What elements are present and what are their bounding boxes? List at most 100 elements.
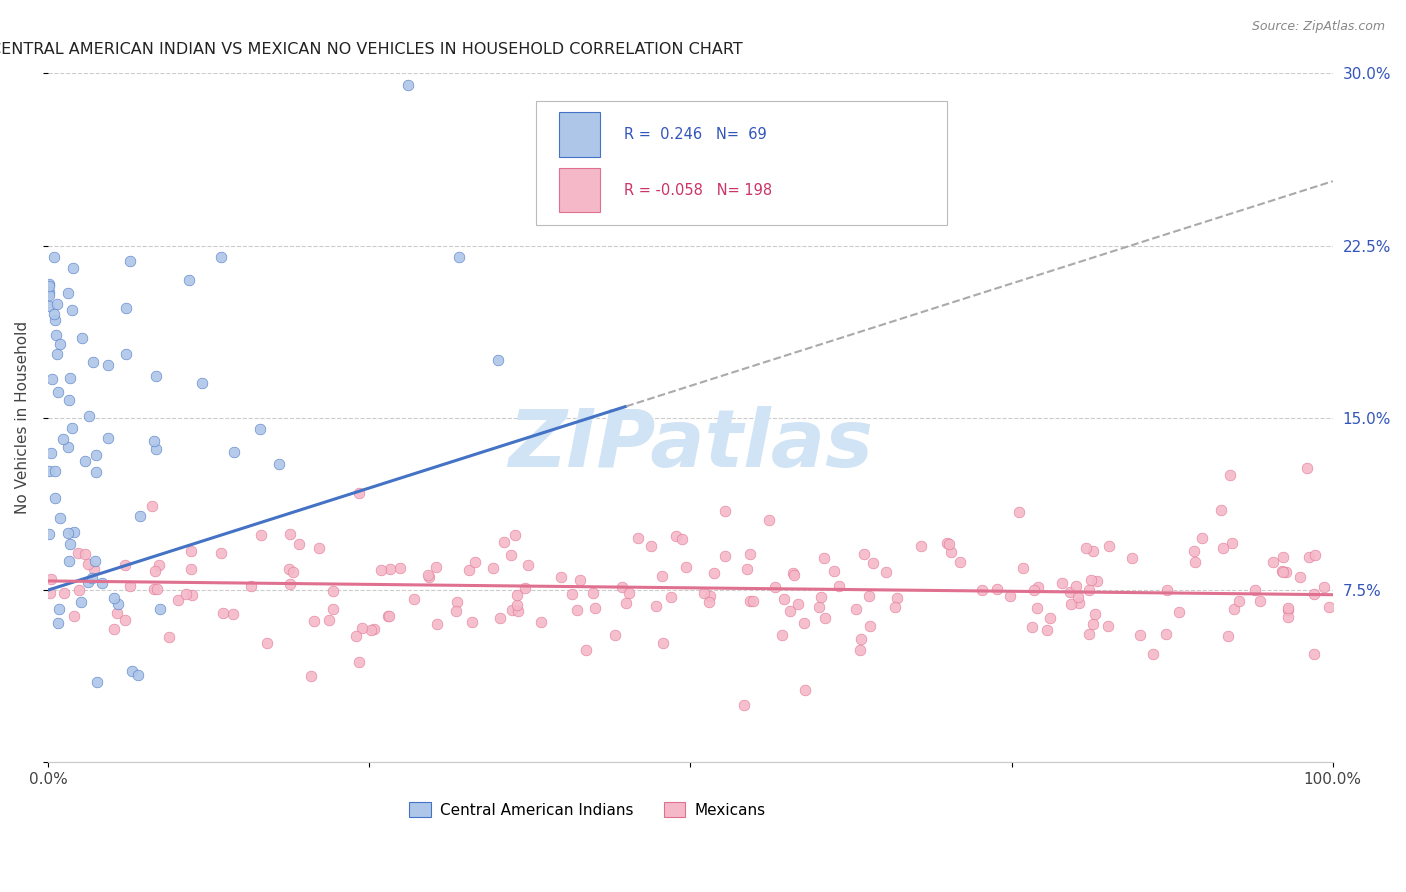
Point	[807, 599, 830, 614]
Point	[1060, 597, 1083, 611]
Point	[1156, 627, 1178, 641]
Point	[39, 586, 62, 600]
Point	[619, 586, 641, 600]
Point	[63, 608, 86, 623]
Point	[457, 562, 479, 576]
Point	[503, 528, 526, 542]
Point	[114, 613, 136, 627]
Point	[86, 465, 108, 479]
Point	[39, 446, 62, 460]
Point	[38, 279, 60, 293]
Point	[1191, 531, 1213, 545]
Point	[1012, 560, 1035, 574]
Point	[1275, 565, 1298, 579]
Point	[1184, 555, 1206, 569]
Point	[322, 601, 344, 615]
Point	[1036, 623, 1059, 637]
Point	[515, 582, 537, 596]
Point	[39, 572, 62, 586]
Point	[41, 372, 63, 386]
Point	[1227, 594, 1250, 608]
Point	[224, 445, 246, 459]
Point	[180, 562, 202, 576]
Point	[418, 568, 440, 582]
Point	[240, 579, 263, 593]
Point	[62, 260, 84, 275]
Point	[481, 561, 503, 575]
Point	[517, 558, 540, 572]
Point	[38, 285, 60, 300]
Point	[610, 580, 633, 594]
Point	[38, 299, 60, 313]
Point	[67, 582, 90, 597]
Point	[1277, 600, 1299, 615]
Point	[738, 548, 761, 562]
Point	[1097, 618, 1119, 632]
Point	[52, 585, 75, 599]
Point	[46, 615, 69, 630]
Point	[114, 347, 136, 361]
Point	[211, 250, 233, 264]
Point	[48, 602, 70, 616]
Point	[249, 422, 271, 436]
Point	[614, 597, 637, 611]
Point	[772, 592, 794, 607]
Point	[389, 560, 412, 574]
Point	[66, 546, 89, 560]
Point	[671, 532, 693, 546]
Point	[1219, 468, 1241, 483]
Point	[322, 584, 344, 599]
Point	[1222, 602, 1244, 616]
Point	[44, 464, 66, 478]
Point	[1302, 648, 1324, 662]
Point	[703, 566, 725, 581]
Point	[569, 573, 592, 587]
Point	[699, 594, 721, 608]
Point	[449, 250, 471, 264]
Point	[1074, 541, 1097, 556]
Point	[83, 561, 105, 575]
Point	[103, 622, 125, 636]
Point	[128, 509, 150, 524]
Point	[814, 611, 837, 625]
Point	[344, 629, 367, 643]
Point	[1277, 603, 1299, 617]
Point	[782, 566, 804, 580]
Point	[1098, 539, 1121, 553]
Point	[970, 582, 993, 597]
Point	[1218, 629, 1240, 643]
Point	[1271, 550, 1294, 565]
Point	[862, 556, 884, 570]
Point	[763, 580, 786, 594]
Point	[794, 682, 817, 697]
Point	[59, 370, 82, 384]
Point	[60, 302, 83, 317]
Point	[377, 609, 399, 624]
Point	[1067, 596, 1090, 610]
Point	[1078, 626, 1101, 640]
Point	[1008, 505, 1031, 519]
Point	[318, 613, 340, 627]
Point	[583, 601, 606, 615]
Point	[347, 656, 370, 670]
Point	[998, 589, 1021, 603]
Point	[1129, 628, 1152, 642]
Point	[396, 78, 419, 92]
Point	[1296, 461, 1319, 475]
Point	[38, 464, 60, 478]
Point	[561, 587, 583, 601]
Point	[143, 582, 166, 596]
Point	[1243, 582, 1265, 597]
Point	[1263, 555, 1285, 569]
Point	[141, 499, 163, 513]
Point	[209, 546, 232, 560]
Text: Source: ZipAtlas.com: Source: ZipAtlas.com	[1251, 20, 1385, 33]
Point	[505, 599, 527, 613]
Point	[853, 547, 876, 561]
Point	[699, 589, 721, 603]
Point	[738, 593, 761, 607]
Point	[1078, 582, 1101, 597]
Point	[910, 539, 932, 553]
Point	[80, 571, 103, 585]
Point	[664, 529, 686, 543]
